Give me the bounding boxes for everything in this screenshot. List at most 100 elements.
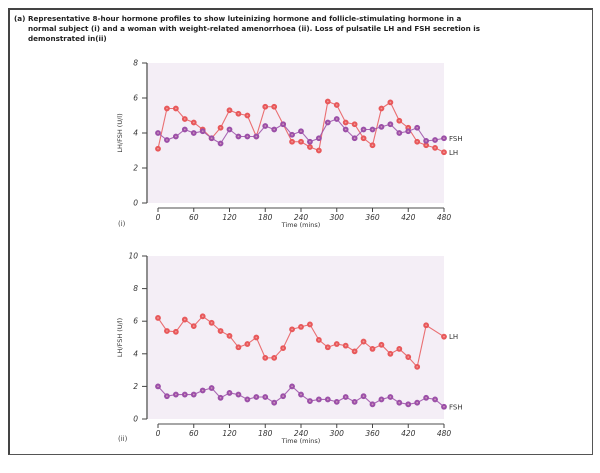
data-point-highlight (183, 118, 186, 120)
data-point-highlight (255, 336, 258, 339)
data-point-highlight (309, 400, 311, 402)
data-point-highlight (166, 395, 168, 398)
data-point-highlight (282, 123, 285, 126)
data-point-highlight (335, 104, 338, 106)
data-point-highlight (228, 334, 231, 337)
data-point-highlight (371, 403, 374, 406)
data-point-highlight (344, 128, 347, 131)
series-label-lh: LH (449, 333, 458, 341)
x-tick-label: 480 (437, 213, 452, 222)
data-point-highlight (326, 346, 329, 349)
data-point-highlight (398, 348, 401, 350)
data-point-highlight (398, 132, 401, 134)
series-label-fsh: FSH (449, 403, 463, 411)
y-tick-label: 10 (128, 252, 138, 261)
data-point-highlight (246, 135, 249, 138)
data-point-highlight (371, 128, 374, 131)
data-point-highlight (425, 139, 428, 142)
data-point-highlight (398, 401, 401, 404)
data-point-highlight (282, 347, 285, 349)
data-point-highlight (219, 126, 222, 129)
data-point-highlight (219, 396, 222, 399)
data-point-highlight (228, 392, 231, 394)
x-tick-label: 360 (365, 213, 380, 222)
data-point-highlight (380, 398, 383, 401)
data-point-highlight (389, 396, 392, 398)
data-point-highlight (210, 387, 213, 389)
data-point-highlight (219, 142, 222, 145)
series-fsh: FSH (155, 383, 463, 411)
series-label-fsh: FSH (449, 135, 463, 143)
x-tick-label: 180 (258, 429, 273, 438)
data-point-highlight (273, 401, 276, 404)
data-point-highlight (166, 107, 168, 110)
data-point-highlight (264, 125, 267, 127)
data-point-highlight (416, 365, 419, 368)
data-point-highlight (416, 126, 419, 129)
data-point-highlight (389, 101, 392, 104)
data-point-highlight (210, 321, 213, 324)
x-tick-label: 420 (401, 429, 416, 438)
data-point-highlight (255, 135, 258, 138)
data-point-highlight (335, 343, 338, 345)
data-point-highlight (264, 396, 267, 398)
x-tick-label: 240 (294, 429, 309, 438)
data-point-highlight (166, 139, 168, 141)
data-point-highlight (407, 403, 410, 406)
data-point-highlight (425, 324, 428, 327)
x-tick-label: 480 (437, 429, 452, 438)
data-point-highlight (183, 128, 186, 131)
data-point-highlight (425, 396, 428, 399)
y-tick-label: 2 (133, 164, 138, 173)
data-point-highlight (157, 385, 159, 388)
y-tick-label: 4 (133, 129, 138, 138)
x-axis-title: Time (mins) (281, 437, 321, 445)
data-point-highlight (407, 130, 410, 133)
data-point-highlight (300, 130, 302, 133)
data-point-highlight (219, 330, 222, 332)
data-point-highlight (309, 323, 311, 326)
data-point-highlight (317, 149, 320, 152)
data-point-highlight (192, 121, 195, 124)
data-point-highlight (183, 393, 186, 396)
data-point-highlight (246, 114, 249, 117)
data-point-highlight (371, 348, 374, 350)
data-point-highlight (246, 398, 249, 401)
data-point-highlight (201, 389, 204, 392)
data-point-highlight (407, 126, 410, 129)
data-point-highlight (353, 400, 356, 403)
x-tick-label: 420 (401, 213, 416, 222)
x-tick-label: 120 (222, 429, 237, 438)
data-point-highlight (157, 132, 159, 134)
x-tick-label: 300 (330, 213, 345, 222)
x-tick-label: 0 (156, 429, 161, 438)
data-point-highlight (273, 128, 276, 131)
data-point-highlight (380, 107, 383, 110)
chart-panel-1: 0 2 4 6 8 0 60 120 180 240 300 360 420 480 Time (mins)… (116, 59, 463, 230)
data-point-highlight (434, 139, 436, 141)
data-point-highlight (273, 356, 276, 359)
data-point-highlight (317, 398, 320, 401)
data-point-highlight (192, 325, 195, 327)
data-point-highlight (389, 123, 392, 126)
data-point-highlight (317, 137, 320, 140)
data-point-highlight (317, 339, 320, 341)
data-point-highlight (443, 335, 445, 338)
data-point-highlight (192, 132, 195, 134)
data-point-highlight (174, 330, 177, 333)
data-point-highlight (353, 137, 356, 140)
data-point-highlight (389, 352, 392, 355)
panel-label: (i) (118, 220, 126, 228)
data-point-highlight (380, 125, 383, 128)
caption-tag: (a) (14, 14, 26, 23)
x-tick-label: 360 (365, 429, 380, 438)
data-point-highlight (264, 356, 267, 359)
figure-frame (8, 8, 593, 455)
data-point-highlight (344, 396, 347, 398)
data-point-highlight (157, 317, 159, 319)
chart-panel-2: 0 2 4 6 8 10 0 60 120 180 240 300 360 420 480 Time (min… (116, 252, 463, 446)
y-tick-label: 8 (133, 284, 138, 293)
data-point-highlight (282, 395, 285, 398)
x-tick-label: 240 (294, 213, 309, 222)
data-point-highlight (344, 121, 347, 124)
